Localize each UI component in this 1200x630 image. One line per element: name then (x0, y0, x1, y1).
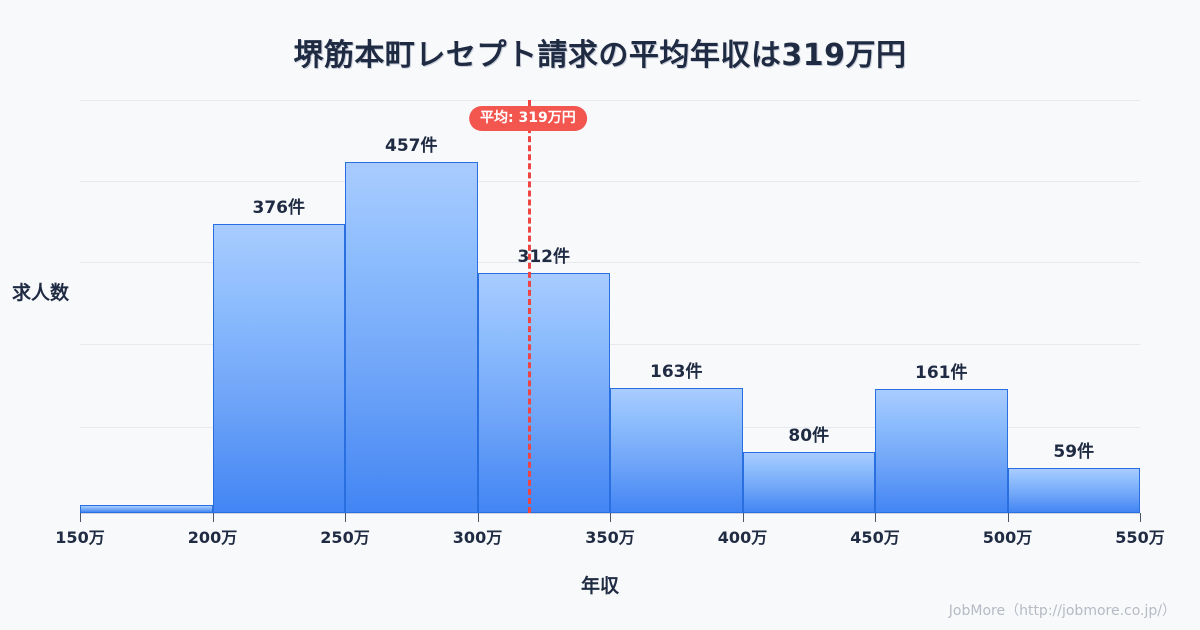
gridline (80, 262, 1140, 263)
mean-badge: 平均: 319万円 (468, 106, 587, 131)
histogram-bar (212, 224, 345, 513)
bar-value-label: 161件 (915, 363, 968, 384)
x-axis-tick-mark (1140, 513, 1141, 522)
footer-credit: JobMore（http://jobmore.co.jp/） (948, 603, 1176, 619)
x-axis-tick-mark (610, 513, 611, 522)
histogram-bar (80, 505, 213, 513)
histogram-bar (610, 387, 743, 513)
x-axis-title: 年収 (580, 575, 619, 597)
bar-value-label: 163件 (650, 361, 703, 382)
bar-value-label: 59件 (1053, 441, 1095, 462)
histogram-bar (1007, 467, 1140, 513)
x-axis-tick-label: 300万 (452, 528, 503, 547)
x-axis-tick-label: 400万 (717, 528, 768, 547)
x-axis-tick-label: 500万 (982, 528, 1033, 547)
x-axis-tick-mark (345, 513, 346, 522)
bar-value-label: 80件 (788, 425, 830, 446)
bar-value-label: 376件 (252, 198, 306, 219)
x-axis-tick-mark (1007, 513, 1009, 522)
gridline (80, 181, 1140, 182)
gridline (80, 100, 1140, 101)
mean-line (527, 100, 531, 513)
x-axis-tick-mark (875, 513, 876, 522)
x-axis-tick-label: 150万 (55, 528, 105, 547)
x-axis-tick-label: 200万 (187, 528, 238, 547)
x-axis-tick-mark (477, 513, 479, 522)
x-axis-tick-label: 350万 (585, 528, 635, 547)
histogram-bar (742, 451, 875, 513)
gridline (80, 344, 1140, 345)
histogram-bar (875, 389, 1008, 513)
y-axis-title: 求人数 (12, 282, 70, 304)
x-axis-tick-label: 250万 (320, 528, 370, 547)
x-axis-tick-mark (212, 513, 214, 522)
x-axis-tick-label: 550万 (1115, 528, 1165, 547)
x-axis-tick-mark (80, 513, 81, 522)
page-title: 堺筋本町レセプト請求の平均年収は319万円 (293, 38, 907, 73)
histogram-bar (477, 273, 610, 513)
x-axis-tick-mark (742, 513, 744, 522)
bar-value-label: 457件 (385, 136, 438, 156)
x-axis-tick-label: 450万 (850, 528, 900, 547)
histogram-bar (345, 162, 478, 513)
